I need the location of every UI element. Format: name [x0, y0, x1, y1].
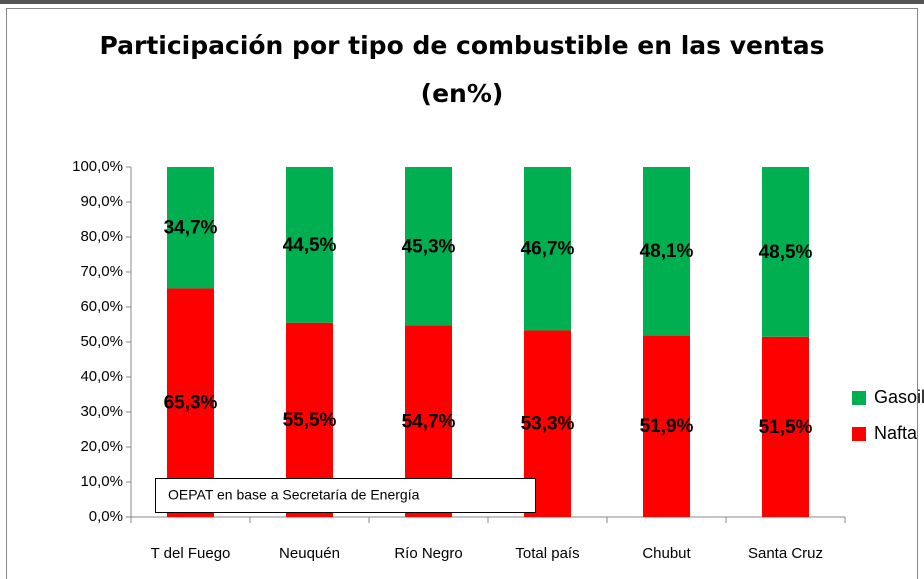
- top-edge: [0, 0, 924, 4]
- legend-swatch: [852, 427, 866, 441]
- data-label: 44,5%: [283, 235, 337, 256]
- data-label: 53,3%: [521, 414, 575, 435]
- annotation-box: [155, 478, 536, 513]
- chart-subtitle: (en%): [421, 79, 504, 108]
- data-label: 45,3%: [402, 236, 456, 257]
- legend-swatch: [852, 391, 866, 405]
- legend-label: Gasoil: [874, 387, 924, 407]
- bar-segment: [524, 167, 571, 331]
- legend-label: Nafta: [874, 423, 918, 443]
- bar-segment: [762, 336, 809, 517]
- data-label: 65,3%: [164, 393, 218, 414]
- data-label: 54,7%: [402, 411, 456, 432]
- y-tick-label: 40,0%: [80, 368, 123, 385]
- x-tick-label: Santa Cruz: [748, 545, 823, 562]
- y-tick-label: 90,0%: [80, 193, 123, 210]
- annotation: OEPAT en base a Secretaría de Energía: [168, 487, 420, 503]
- y-tick-label: 10,0%: [80, 473, 123, 490]
- bar-segment: [405, 167, 452, 326]
- y-tick-label: 100,0%: [72, 158, 123, 175]
- data-label: 55,5%: [283, 410, 337, 431]
- y-tick-label: 60,0%: [80, 298, 123, 315]
- y-tick-label: 50,0%: [80, 333, 123, 350]
- chart-title: Participación por tipo de combustible en…: [99, 31, 824, 60]
- y-tick-label: 70,0%: [80, 263, 123, 280]
- x-tick-label: T del Fuego: [151, 545, 231, 562]
- bar-segment: [167, 167, 214, 289]
- bar-segment: [286, 167, 333, 323]
- y-tick-label: 20,0%: [80, 438, 123, 455]
- bar-segment: [643, 167, 690, 336]
- y-tick-label: 0,0%: [89, 508, 123, 525]
- data-label: 51,5%: [759, 417, 813, 438]
- y-tick-label: 30,0%: [80, 403, 123, 420]
- bar-segment: [762, 167, 809, 337]
- data-label: 48,5%: [759, 242, 813, 263]
- data-label: 34,7%: [164, 218, 218, 239]
- x-tick-label: Río Negro: [394, 545, 462, 562]
- y-tick-label: 80,0%: [80, 228, 123, 245]
- x-tick-label: Neuquén: [279, 545, 340, 562]
- x-tick-label: Chubut: [642, 545, 691, 562]
- bar-segment: [643, 335, 690, 517]
- data-label: 48,1%: [640, 241, 694, 262]
- x-tick-label: Total país: [515, 545, 579, 562]
- data-label: 51,9%: [640, 416, 694, 437]
- data-label: 46,7%: [521, 239, 575, 260]
